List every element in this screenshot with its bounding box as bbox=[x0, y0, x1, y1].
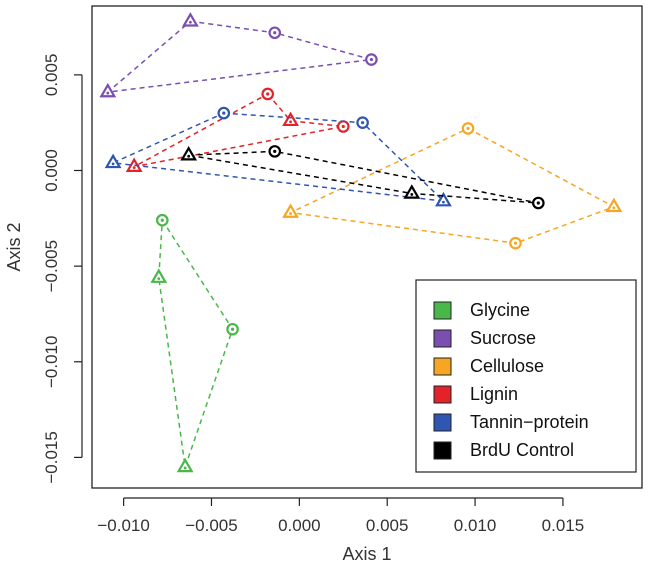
data-point-center bbox=[106, 91, 110, 95]
x-axis-title: Axis 1 bbox=[342, 544, 391, 564]
x-tick-label: 0.005 bbox=[366, 516, 409, 535]
legend-label: Cellulose bbox=[470, 356, 544, 376]
series-outline bbox=[158, 217, 234, 468]
x-tick-label: 0.015 bbox=[542, 516, 585, 535]
series-2 bbox=[282, 122, 623, 250]
data-point-center bbox=[513, 241, 518, 245]
data-point-center bbox=[111, 162, 115, 166]
data-point-center bbox=[189, 20, 192, 24]
x-tick-label: −0.010 bbox=[97, 516, 149, 535]
legend-label: Lignin bbox=[470, 384, 518, 404]
legend-label: BrdU Control bbox=[470, 440, 574, 460]
data-point-center bbox=[341, 124, 345, 129]
data-point-center bbox=[273, 149, 277, 153]
data-point-center bbox=[289, 120, 292, 124]
legend-swatch bbox=[433, 413, 452, 432]
series-0 bbox=[150, 213, 239, 473]
data-point-center bbox=[157, 277, 161, 281]
data-point bbox=[403, 184, 421, 199]
y-tick-label: −0.010 bbox=[42, 336, 61, 388]
data-point bbox=[180, 146, 198, 161]
data-point bbox=[435, 191, 452, 207]
data-point bbox=[181, 12, 199, 27]
series-outline bbox=[287, 127, 616, 244]
data-point-center bbox=[132, 166, 136, 170]
y-tick-label: −0.015 bbox=[42, 431, 61, 483]
data-point bbox=[282, 111, 299, 127]
legend-swatch bbox=[433, 357, 452, 376]
legend-swatch bbox=[433, 301, 452, 320]
y-tick-label: 0.000 bbox=[42, 149, 61, 192]
series-outline bbox=[133, 93, 344, 168]
data-point-center bbox=[266, 92, 270, 96]
legend-swatch bbox=[433, 385, 452, 404]
data-point-center bbox=[187, 154, 191, 158]
x-tick-label: 0.010 bbox=[454, 516, 497, 535]
data-point-center bbox=[222, 111, 226, 115]
series-1 bbox=[99, 12, 378, 98]
series-3 bbox=[125, 87, 350, 172]
data-point-center bbox=[230, 327, 235, 331]
legend-label: Sucrose bbox=[470, 328, 536, 348]
data-point-center bbox=[466, 126, 470, 131]
data-point-center bbox=[361, 121, 365, 125]
data-point-center bbox=[442, 200, 445, 204]
data-point-center bbox=[536, 201, 540, 205]
series-layer bbox=[99, 12, 623, 473]
data-point-center bbox=[160, 218, 164, 222]
data-point bbox=[605, 197, 623, 213]
legend: Glycine Sucrose Cellulose Lignin Tannin−prot… bbox=[415, 279, 637, 473]
series-outline bbox=[110, 112, 446, 203]
legend-box bbox=[415, 279, 637, 473]
data-point-center bbox=[183, 466, 187, 470]
x-tick-label: −0.005 bbox=[185, 516, 237, 535]
y-axis-title: Axis 2 bbox=[4, 222, 24, 271]
data-point bbox=[282, 203, 299, 218]
data-point bbox=[104, 153, 122, 169]
axes: −0.010 −0.005 0.000 0.005 0.010 0.015 0.005 0.0… bbox=[42, 54, 584, 535]
legend-swatch bbox=[433, 329, 452, 348]
data-point-center bbox=[369, 57, 373, 62]
legend-label: Glycine bbox=[470, 300, 530, 320]
x-tick-label: 0.000 bbox=[278, 516, 321, 535]
data-point-center bbox=[273, 31, 277, 35]
data-point-center bbox=[289, 212, 292, 215]
series-4 bbox=[104, 106, 452, 207]
data-point bbox=[176, 457, 194, 473]
data-point bbox=[150, 268, 168, 283]
data-point bbox=[99, 82, 117, 98]
legend-label: Tannin−protein bbox=[470, 412, 589, 432]
plot-frame bbox=[91, 5, 643, 489]
y-tick-label: −0.005 bbox=[42, 240, 61, 292]
y-tick-label: 0.005 bbox=[42, 54, 61, 97]
data-point-center bbox=[612, 206, 616, 210]
series-5 bbox=[180, 145, 545, 210]
series-outline bbox=[105, 20, 372, 94]
legend-swatch bbox=[433, 441, 452, 460]
data-point-center bbox=[410, 193, 414, 196]
